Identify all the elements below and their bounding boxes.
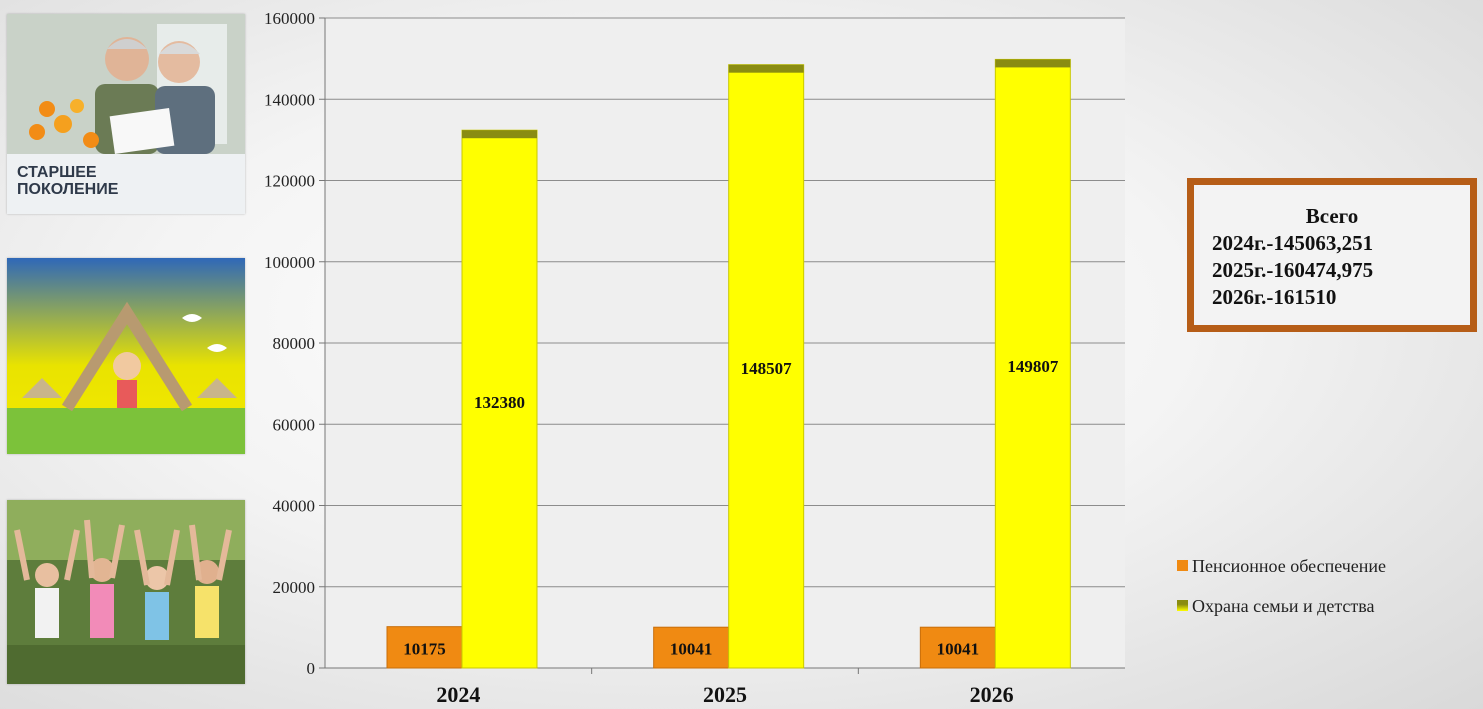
data-label-pension-2025: 10041 bbox=[670, 640, 713, 659]
bar-top-cap-2026 bbox=[995, 59, 1071, 68]
legend-item-pension: Пенсионное обеспечение bbox=[1177, 555, 1386, 577]
totals-box: Всего 2024г.-145063,251 2025г.-160474,97… bbox=[1187, 178, 1477, 332]
data-labels: 10175 132380 10041 148507 10041 149807 bbox=[403, 357, 1059, 659]
bar-top-cap-2024 bbox=[462, 130, 537, 139]
totals-line-2025: 2025г.-160474,975 bbox=[1212, 258, 1374, 282]
x-tick-label-2026: 2026 bbox=[970, 682, 1014, 707]
elderly-photo: СТАРШЕЕ ПОКОЛЕНИЕ bbox=[7, 14, 245, 214]
bar-family-2024 bbox=[461, 129, 538, 669]
family-hands-illustration bbox=[7, 258, 245, 454]
budget-bar-chart: 0 20000 40000 60000 80000 100000 120000 140000 1… bbox=[264, 9, 1125, 707]
x-axis-ticks: 2024 2025 2026 bbox=[436, 682, 1013, 707]
data-label-family-2025: 148507 bbox=[741, 359, 793, 378]
data-label-pension-2026: 10041 bbox=[937, 640, 980, 659]
children-photo bbox=[7, 500, 245, 684]
x-tick-label-2025: 2025 bbox=[703, 682, 747, 707]
family-protection-photo bbox=[7, 258, 245, 454]
legend-item-family: Охрана семьи и детства bbox=[1177, 595, 1386, 617]
bar-pension-2024 bbox=[386, 626, 463, 669]
y-tick-label: 160000 bbox=[264, 9, 315, 28]
legend-label-family: Охрана семьи и детства bbox=[1192, 596, 1375, 616]
bar-family-2026 bbox=[994, 58, 1071, 669]
bar-pension-2026 bbox=[919, 626, 996, 669]
y-tick-label: 100000 bbox=[264, 253, 315, 272]
y-tick-label: 20000 bbox=[273, 578, 316, 597]
y-axis-ticks: 0 20000 40000 60000 80000 100000 120000 140000 1… bbox=[264, 9, 315, 678]
y-tick-label: 120000 bbox=[264, 172, 315, 191]
totals-line-2026: 2026г.-161510 bbox=[1212, 285, 1337, 309]
bar-pension-2025 bbox=[653, 626, 730, 669]
legend-swatch-pension bbox=[1177, 560, 1188, 571]
elderly-couple-illustration bbox=[7, 14, 245, 214]
totals-title: Всего bbox=[1305, 204, 1359, 228]
bar-top-cap-2025 bbox=[728, 64, 804, 73]
data-label-family-2024: 132380 bbox=[474, 393, 525, 412]
chart-legend: Пенсионное обеспечение Охрана семьи и де… bbox=[1177, 555, 1386, 635]
legend-swatch-family bbox=[1177, 600, 1188, 611]
y-tick-label: 60000 bbox=[273, 415, 316, 434]
data-label-pension-2024: 10175 bbox=[403, 639, 446, 658]
elderly-caption: СТАРШЕЕ ПОКОЛЕНИЕ bbox=[17, 164, 119, 198]
children-crowd-illustration bbox=[7, 500, 245, 684]
data-label-family-2026: 149807 bbox=[1007, 357, 1059, 376]
x-tick-label-2024: 2024 bbox=[436, 682, 480, 707]
y-tick-label: 40000 bbox=[273, 497, 316, 516]
totals-line-2024: 2024г.-145063,251 bbox=[1212, 231, 1374, 255]
bar-family-2025 bbox=[728, 64, 805, 669]
y-tick-label: 140000 bbox=[264, 90, 315, 109]
bars bbox=[386, 58, 1071, 669]
y-tick-label: 0 bbox=[307, 659, 316, 678]
legend-label-pension: Пенсионное обеспечение bbox=[1192, 556, 1387, 576]
y-tick-label: 80000 bbox=[273, 334, 316, 353]
